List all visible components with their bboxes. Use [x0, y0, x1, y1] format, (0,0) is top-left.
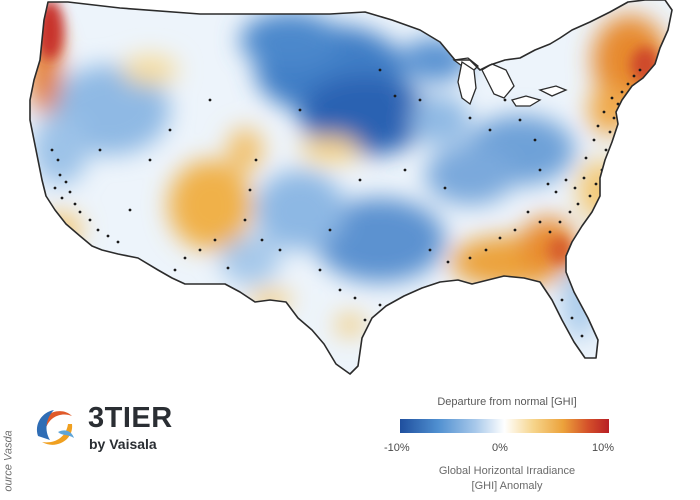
legend-colorbar	[400, 419, 609, 433]
legend-caption-line2: [GHI] Anomaly	[471, 480, 543, 492]
legend-tick-mid: 0%	[492, 442, 508, 454]
usa-outline-fill	[30, 0, 672, 374]
logo-swirl-icon	[36, 410, 74, 445]
legend-tick-min: -10%	[384, 442, 410, 454]
legend-tick-max: 10%	[592, 442, 615, 454]
brand-logo: 3TIER by Vaisala	[32, 400, 232, 460]
logo-subtitle: by Vaisala	[89, 436, 157, 452]
us-ghi-anomaly-map	[29, 0, 673, 375]
source-credit: ource Vasda	[2, 430, 15, 492]
logo-name: 3TIER	[88, 402, 173, 434]
color-legend: Departure from normal [GHI] -10% 0% 10% …	[384, 394, 630, 498]
legend-title: Departure from normal [GHI]	[437, 396, 577, 408]
usa-outline	[29, 0, 673, 375]
legend-caption: Global Horizontal Irradiance [GHI] Anoma…	[384, 464, 630, 494]
legend-caption-line1: Global Horizontal Irradiance	[438, 465, 576, 477]
